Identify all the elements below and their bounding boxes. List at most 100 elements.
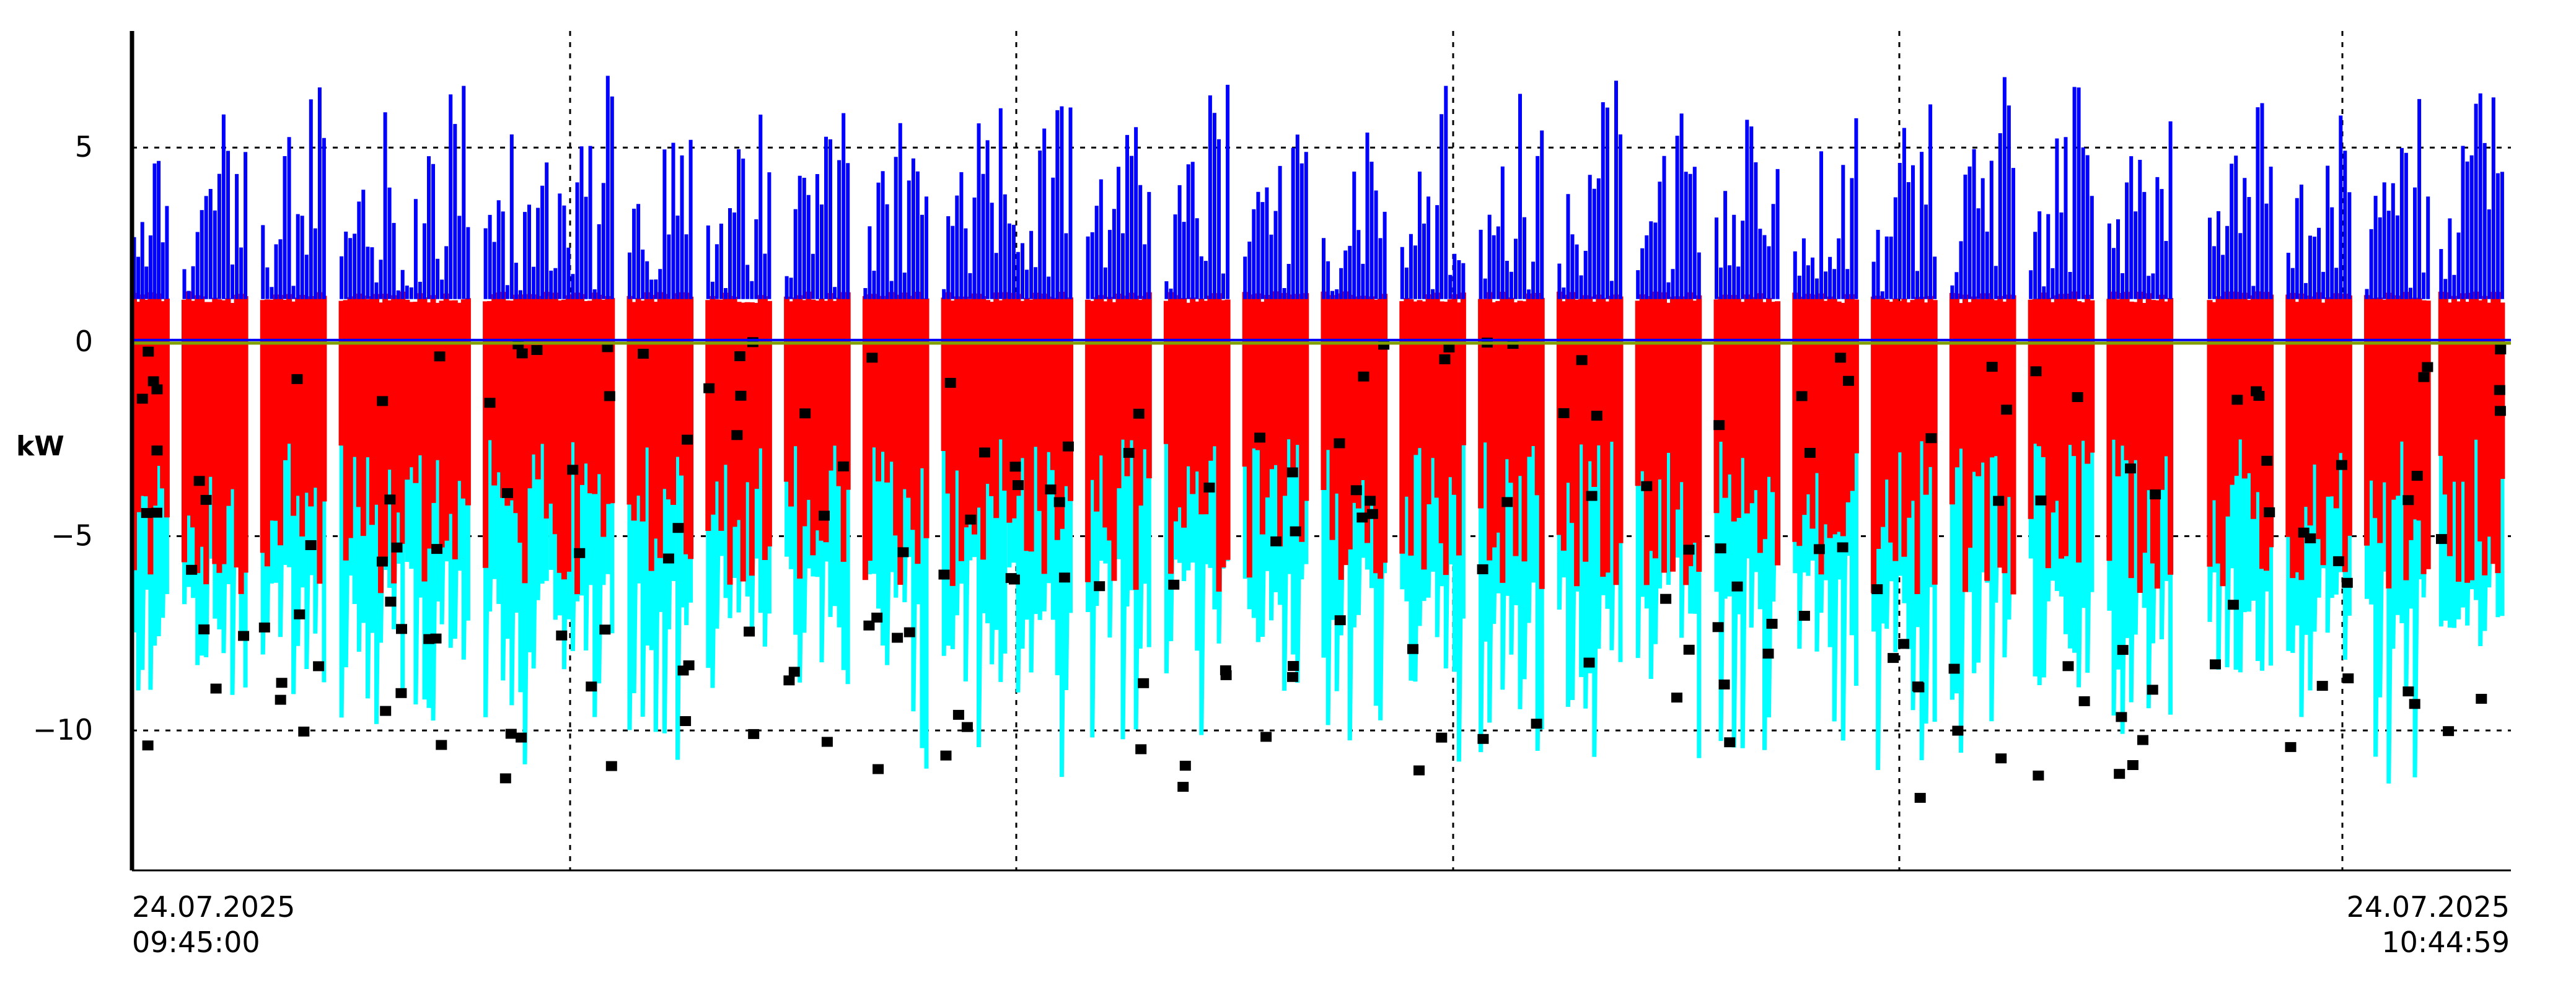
red-series-burst bbox=[705, 292, 772, 585]
x-tick-time: 10:44:59 bbox=[2381, 926, 2510, 959]
red-series-burst bbox=[483, 292, 550, 584]
black-marker bbox=[516, 348, 528, 359]
black-marker bbox=[2210, 659, 2221, 670]
black-marker bbox=[1053, 497, 1065, 507]
black-marker bbox=[735, 390, 747, 401]
black-marker bbox=[863, 620, 875, 631]
black-marker bbox=[1948, 663, 1960, 674]
black-marker bbox=[1986, 362, 1998, 372]
black-marker bbox=[799, 408, 811, 419]
blue-series-burst bbox=[1479, 94, 1544, 299]
black-marker bbox=[395, 688, 407, 698]
black-marker bbox=[1365, 496, 1376, 506]
axes-layer bbox=[130, 31, 2511, 872]
black-marker bbox=[1203, 483, 1215, 492]
black-marker bbox=[1290, 526, 1301, 536]
black-marker bbox=[305, 540, 317, 550]
blue-series-burst bbox=[483, 134, 549, 299]
black-marker bbox=[142, 740, 154, 751]
black-marker bbox=[2035, 495, 2047, 506]
black-marker bbox=[380, 706, 392, 716]
black-marker bbox=[151, 507, 162, 518]
x-tick-date: 24.07.2025 bbox=[2347, 890, 2510, 924]
black-marker bbox=[1168, 579, 1180, 590]
black-marker bbox=[1407, 644, 1418, 654]
black-marker bbox=[1912, 681, 1923, 692]
black-marker bbox=[1798, 611, 1810, 621]
black-marker bbox=[1009, 462, 1021, 472]
black-marker bbox=[1671, 693, 1682, 703]
blue-series-burst bbox=[1322, 133, 1387, 299]
black-marker bbox=[734, 351, 745, 361]
black-marker bbox=[2298, 527, 2310, 538]
blue-series-burst bbox=[1871, 104, 1937, 299]
black-marker bbox=[1254, 432, 1266, 443]
black-marker bbox=[866, 352, 878, 363]
black-marker bbox=[143, 346, 154, 357]
black-marker bbox=[1012, 480, 1024, 491]
red-series-burst bbox=[182, 291, 248, 594]
black-marker bbox=[2494, 406, 2506, 416]
black-marker bbox=[377, 396, 389, 406]
black-marker bbox=[484, 398, 496, 408]
black-marker bbox=[2341, 577, 2353, 588]
black-marker bbox=[2402, 495, 2414, 506]
red-series-burst bbox=[941, 292, 1008, 586]
x-tick-time: 09:45:00 bbox=[132, 926, 260, 959]
black-marker bbox=[838, 461, 850, 471]
black-marker bbox=[979, 447, 990, 458]
black-marker bbox=[1270, 536, 1282, 546]
black-marker bbox=[1683, 545, 1695, 555]
blue-series-burst bbox=[863, 123, 928, 299]
black-marker bbox=[599, 624, 611, 635]
black-marker bbox=[1045, 484, 1057, 495]
black-marker bbox=[744, 626, 755, 637]
black-marker bbox=[1715, 543, 1726, 554]
black-marker bbox=[2316, 681, 2328, 691]
black-marker bbox=[198, 624, 210, 634]
black-marker bbox=[2001, 405, 2013, 415]
series-layer bbox=[131, 76, 2511, 803]
red-series-burst bbox=[626, 292, 694, 571]
blue-series-burst bbox=[706, 115, 771, 299]
black-marker bbox=[1058, 572, 1070, 583]
black-marker bbox=[1586, 491, 1598, 501]
black-marker bbox=[1366, 509, 1378, 519]
black-marker bbox=[604, 391, 615, 401]
black-marker bbox=[1712, 622, 1724, 633]
blue-series-burst bbox=[2365, 98, 2430, 299]
black-marker bbox=[186, 564, 198, 575]
black-marker bbox=[677, 665, 689, 676]
black-marker bbox=[136, 393, 148, 404]
blue-series-burst bbox=[340, 112, 405, 299]
black-marker bbox=[965, 514, 977, 525]
black-marker bbox=[873, 764, 884, 774]
black-marker bbox=[505, 729, 517, 739]
black-marker bbox=[2422, 362, 2433, 372]
blue-series-burst bbox=[1950, 77, 2015, 299]
black-marker bbox=[574, 548, 586, 558]
blue-series-burst bbox=[2286, 115, 2352, 299]
black-marker bbox=[200, 494, 212, 505]
y-tick-label: −5 bbox=[51, 519, 93, 553]
blue-series-burst bbox=[1400, 85, 1466, 299]
black-marker bbox=[1925, 433, 1937, 444]
black-marker bbox=[1813, 544, 1825, 554]
black-marker bbox=[2476, 694, 2487, 704]
black-marker bbox=[275, 694, 286, 705]
black-marker bbox=[502, 488, 513, 498]
blue-series-burst bbox=[2208, 103, 2273, 299]
black-marker bbox=[2125, 463, 2136, 474]
black-marker bbox=[2411, 471, 2423, 481]
black-marker bbox=[680, 716, 692, 726]
red-series-burst bbox=[2364, 292, 2431, 589]
y-tick-labels: 5 0 −5 −10 bbox=[33, 130, 93, 746]
black-marker bbox=[1413, 765, 1425, 776]
black-marker bbox=[313, 661, 325, 672]
red-series-burst bbox=[862, 292, 930, 585]
black-marker bbox=[1443, 342, 1455, 352]
black-marker bbox=[516, 732, 527, 743]
blue-series-burst bbox=[1243, 134, 1308, 299]
red-series-burst bbox=[1085, 292, 1152, 590]
blue-series-burst bbox=[1793, 118, 1858, 299]
